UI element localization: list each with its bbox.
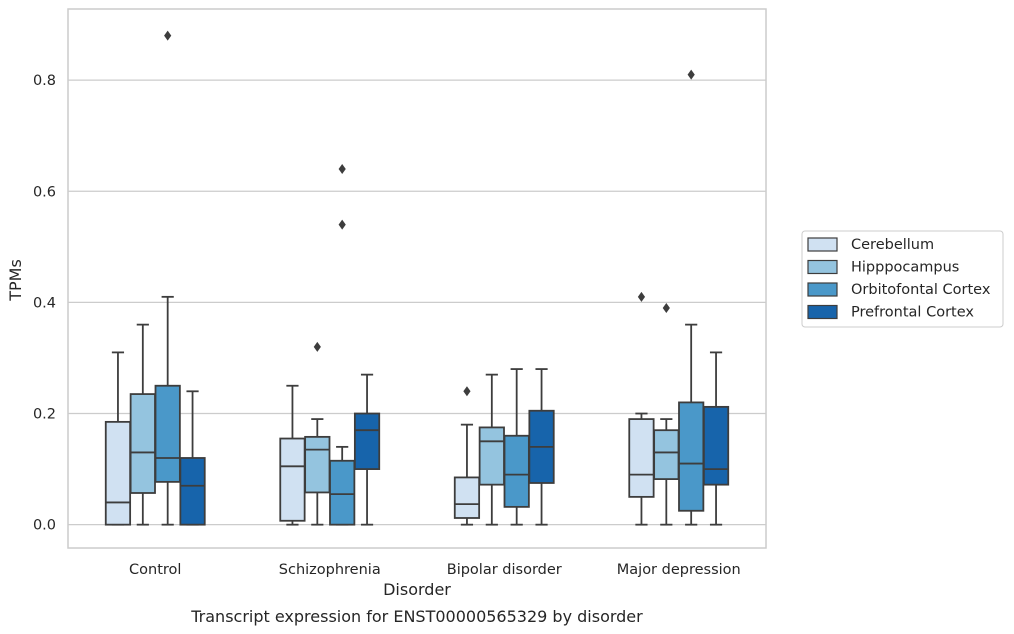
legend-label: Hipppocampus bbox=[851, 260, 959, 276]
box-group bbox=[653, 302, 680, 526]
box-iqr bbox=[129, 393, 156, 494]
box-group bbox=[129, 323, 156, 526]
outlier-point bbox=[338, 219, 346, 230]
box-iqr bbox=[104, 420, 132, 526]
y-axis-label: TPMs bbox=[6, 259, 25, 302]
box-iqr bbox=[503, 434, 530, 508]
x-tick-label: Control bbox=[129, 562, 181, 578]
legend: Cerebellum Hipppocampus Orbitofontal Corte… bbox=[801, 230, 1004, 328]
boxes bbox=[104, 30, 730, 526]
box-iqr bbox=[154, 384, 181, 483]
y-tick-label: 0.8 bbox=[33, 73, 56, 89]
x-axis-label: Disorder bbox=[383, 580, 451, 599]
box-group bbox=[478, 373, 505, 526]
box-iqr bbox=[628, 418, 655, 498]
legend-swatch bbox=[807, 282, 838, 297]
box-iqr bbox=[678, 401, 705, 512]
box-iqr bbox=[702, 405, 730, 486]
box-group bbox=[279, 384, 306, 526]
legend-swatch bbox=[807, 237, 838, 252]
legend-label: Orbitofontal Cortex bbox=[851, 282, 991, 298]
figure-caption: Transcript expression for ENST0000056532… bbox=[190, 607, 643, 626]
legend-swatch bbox=[807, 304, 838, 320]
box-iqr bbox=[279, 437, 306, 522]
x-tick-labels: Control Schizophrenia Bipolar disorder Majo… bbox=[129, 562, 741, 578]
box-iqr bbox=[329, 459, 356, 526]
plot-frame bbox=[67, 8, 767, 549]
box-group bbox=[353, 373, 381, 526]
box-group bbox=[304, 341, 331, 526]
x-tick-label: Major depression bbox=[617, 562, 741, 578]
y-tick-label: 0.4 bbox=[33, 295, 56, 311]
legend-label: Cerebellum bbox=[851, 237, 934, 253]
x-tick-label: Bipolar disorder bbox=[447, 562, 562, 578]
box-group bbox=[154, 30, 181, 526]
outlier-point bbox=[662, 302, 670, 313]
y-tick-label: 0.2 bbox=[33, 407, 56, 423]
outlier-point bbox=[313, 341, 321, 352]
y-tick-label: 0.6 bbox=[33, 184, 56, 200]
outlier-point bbox=[687, 69, 695, 80]
box-group bbox=[702, 351, 730, 526]
box-iqr bbox=[304, 435, 331, 494]
box-group bbox=[528, 368, 555, 526]
legend-label: Prefrontal Cortex bbox=[851, 305, 974, 321]
box-iqr bbox=[478, 426, 505, 486]
box-group bbox=[179, 390, 206, 526]
box-group bbox=[329, 164, 356, 526]
legend-swatch bbox=[807, 259, 838, 275]
box-group bbox=[104, 351, 132, 526]
box-group bbox=[453, 386, 481, 526]
box-iqr bbox=[179, 457, 206, 526]
y-tick-labels: 0.0 0.2 0.4 0.6 0.8 bbox=[33, 73, 56, 534]
box-group bbox=[678, 69, 705, 526]
box-iqr bbox=[353, 412, 381, 470]
box-iqr bbox=[453, 476, 481, 519]
outlier-point bbox=[637, 291, 646, 302]
outlier-point bbox=[164, 30, 172, 41]
box-group bbox=[628, 291, 655, 526]
y-tick-label: 0.0 bbox=[33, 518, 56, 534]
outlier-point bbox=[463, 386, 471, 397]
box-iqr bbox=[653, 429, 680, 480]
legend-frame bbox=[801, 230, 1004, 328]
x-tick-label: Schizophrenia bbox=[279, 562, 381, 578]
outlier-point bbox=[338, 164, 346, 175]
